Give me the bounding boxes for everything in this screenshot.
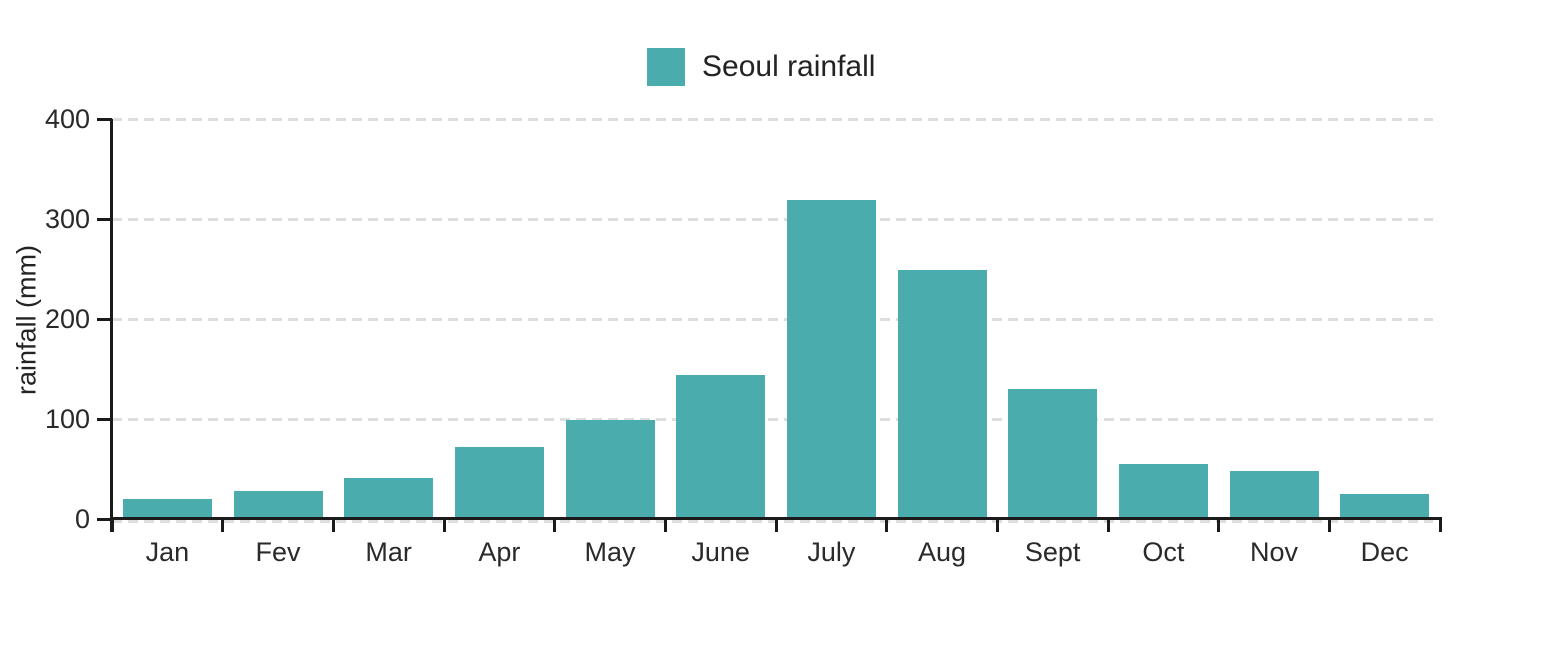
x-tick-5 (663, 517, 667, 532)
y-tick-100 (97, 417, 112, 421)
bar-nov[interactable] (1229, 471, 1319, 519)
gridline-0 (112, 519, 1433, 523)
gridline-400 (112, 117, 1433, 121)
y-tick-label-300: 300 (44, 204, 90, 234)
x-tick-7 (885, 517, 889, 532)
bar-jan[interactable] (122, 499, 212, 519)
bar-aug[interactable] (897, 270, 987, 519)
plot-area: 0 100 200 300 400 Jan Fev Mar Apr May June July Aug S… (45, 104, 1442, 567)
bar-july[interactable] (786, 200, 876, 519)
y-tick-0 (97, 517, 112, 521)
legend[interactable]: Seoul rainfall (647, 48, 875, 86)
y-tick-label-0: 0 (74, 504, 90, 534)
y-tick-label-200: 200 (44, 304, 90, 334)
gridline-200 (112, 317, 1433, 321)
y-axis-line (110, 119, 113, 532)
x-tick-label-jan: Jan (145, 537, 190, 567)
bar-sept[interactable] (1008, 389, 1098, 519)
legend-label: Seoul rainfall (702, 50, 876, 83)
bar-fev[interactable] (233, 491, 323, 519)
bar-oct[interactable] (1118, 464, 1208, 519)
x-tick-8 (995, 517, 999, 532)
x-tick-label-dec: Dec (1360, 537, 1409, 567)
x-tick-4 (553, 517, 557, 532)
y-tick-300 (97, 217, 112, 221)
x-tick-label-mar: Mar (365, 537, 412, 567)
x-tick-6 (774, 517, 778, 532)
y-tick-label-100: 100 (44, 404, 90, 434)
bar-apr[interactable] (454, 447, 544, 519)
bar-may[interactable] (565, 420, 655, 519)
x-tick-10 (1217, 517, 1221, 532)
x-tick-label-apr: Apr (478, 537, 521, 567)
gridline-300 (112, 217, 1433, 221)
x-tick-label-july: July (807, 537, 856, 567)
y-tick-label-400: 400 (44, 104, 90, 134)
x-tick-label-sept: Sept (1024, 537, 1081, 567)
x-tick-9 (1106, 517, 1110, 532)
x-tick-2 (331, 517, 335, 532)
x-tick-12 (1438, 517, 1442, 532)
x-tick-1 (221, 517, 225, 532)
gridline-100 (112, 417, 1433, 421)
bar-june[interactable] (676, 375, 766, 519)
bar-dec[interactable] (1340, 494, 1430, 519)
y-tick-400 (97, 117, 112, 121)
x-tick-label-june: June (691, 537, 750, 567)
x-tick-3 (442, 517, 446, 532)
x-tick-label-oct: Oct (1142, 537, 1185, 567)
legend-swatch-icon (647, 48, 685, 86)
x-axis-line (110, 517, 1442, 520)
x-tick-label-fev: Fev (255, 537, 301, 567)
x-tick-label-nov: Nov (1249, 537, 1298, 567)
y-tick-200 (97, 317, 112, 321)
x-tick-11 (1327, 517, 1331, 532)
bar-mar[interactable] (344, 478, 434, 519)
x-tick-label-may: May (584, 537, 636, 567)
x-tick-label-aug: Aug (917, 537, 967, 567)
